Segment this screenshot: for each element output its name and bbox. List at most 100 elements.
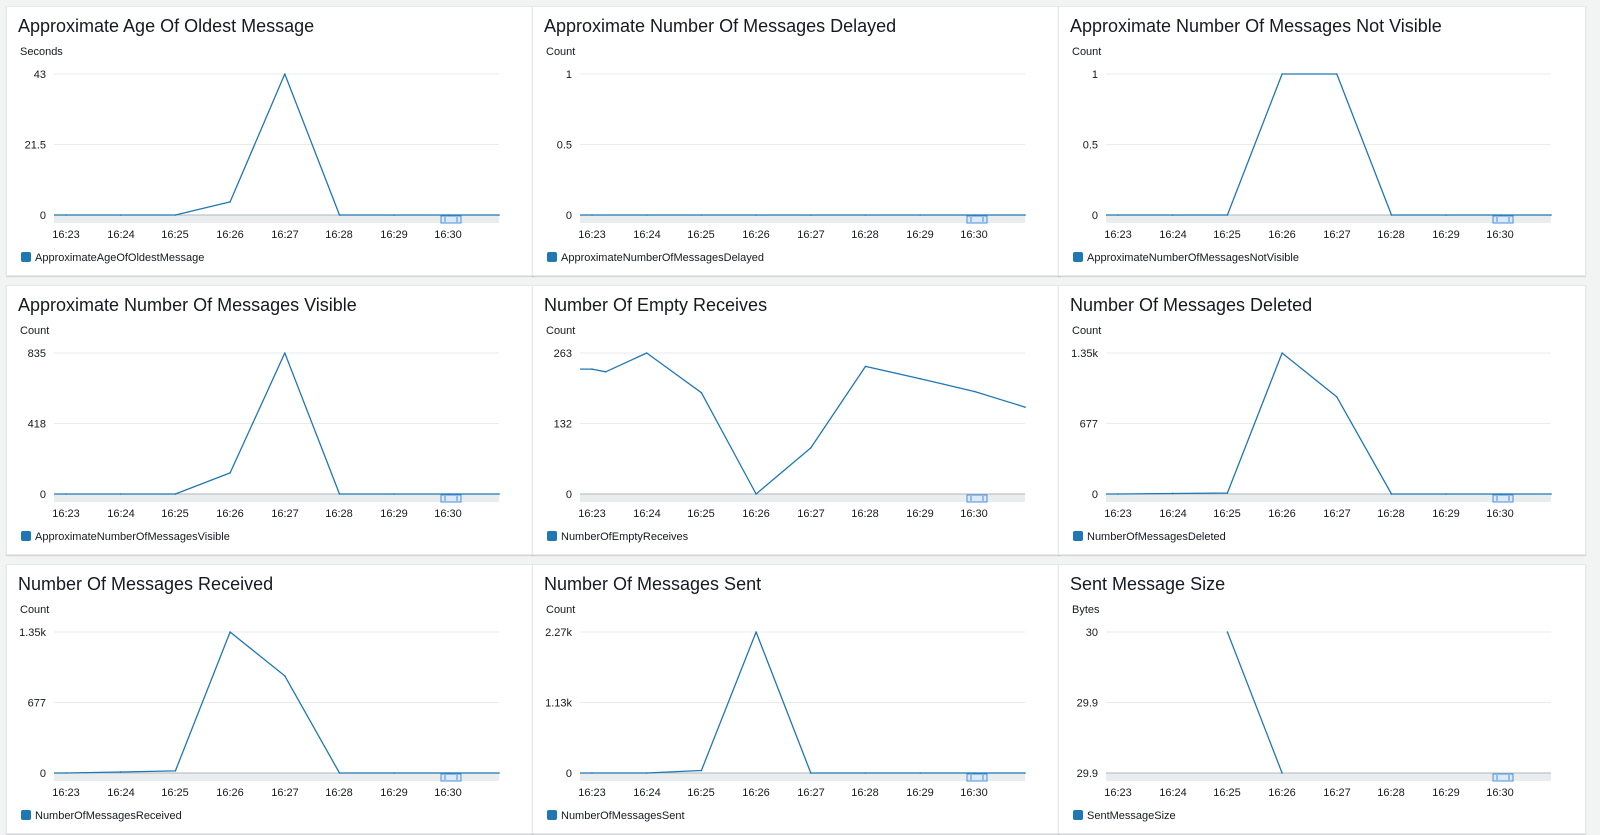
data-point	[1281, 772, 1283, 774]
data-point	[1445, 214, 1447, 216]
data-point	[498, 214, 500, 216]
widget-number-of-messages-sent[interactable]: Number Of Messages Sent Count 0 1.13k 2.27k 1…	[532, 564, 1060, 834]
widget-title: Number Of Empty Receives	[544, 295, 768, 315]
zoom-handle-icon[interactable]	[1492, 773, 1514, 782]
data-point	[498, 772, 500, 774]
x-tick-label: 16:24	[107, 787, 135, 799]
x-tick-label: 16:24	[633, 787, 661, 799]
x-tick-label: 16:25	[161, 229, 189, 241]
x-tick-label: 16:23	[1104, 787, 1132, 799]
y-tick-label: 677	[1080, 419, 1098, 431]
x-tick-label: 16:25	[687, 787, 715, 799]
x-tick-label: 16:23	[1104, 229, 1132, 241]
zoom-handle-icon[interactable]	[1492, 494, 1514, 503]
zoom-handle-icon[interactable]	[966, 215, 988, 224]
zoom-handle-icon[interactable]	[966, 773, 988, 782]
widget-approximate-age-of-oldest-message[interactable]: Approximate Age Of Oldest Message Seconds…	[6, 6, 534, 276]
widget-approximate-number-of-messages-visible[interactable]: Approximate Number Of Messages Visible Co…	[6, 285, 534, 555]
data-point	[1117, 493, 1119, 495]
widget-title: Approximate Age Of Oldest Message	[18, 16, 315, 36]
widget-approximate-number-of-messages-not-visible[interactable]: Approximate Number Of Messages Not Visib…	[1058, 6, 1586, 276]
x-axis-band	[580, 494, 1025, 502]
data-point	[1390, 493, 1393, 495]
x-axis-band	[1106, 773, 1551, 781]
data-point	[65, 493, 67, 495]
x-tick-label: 16:25	[687, 508, 715, 520]
legend-item[interactable]: NumberOfMessagesDeleted	[1073, 531, 1226, 544]
zoom-handle-icon[interactable]	[440, 494, 462, 503]
y-tick-label: 0	[566, 210, 572, 222]
x-tick-label: 16:28	[1377, 508, 1405, 520]
legend-item[interactable]: NumberOfMessagesSent	[547, 810, 685, 823]
y-tick-label: 30	[1086, 627, 1098, 639]
x-tick-label: 16:26	[1268, 229, 1296, 241]
data-point	[1281, 73, 1283, 75]
legend-label: SentMessageSize	[1087, 810, 1176, 822]
data-point	[229, 201, 231, 203]
data-point	[229, 631, 231, 633]
widget-number-of-messages-received[interactable]: Number Of Messages Received Count 0 677 1.35…	[6, 564, 534, 834]
x-tick-label: 16:23	[52, 508, 80, 520]
legend-item[interactable]: SentMessageSize	[1073, 810, 1176, 823]
y-axis-unit-label: Count	[1072, 46, 1101, 58]
legend-item[interactable]: NumberOfMessagesReceived	[21, 810, 182, 823]
legend-item[interactable]: ApproximateAgeOfOldestMessage	[21, 252, 204, 265]
x-tick-label: 16:27	[1323, 229, 1351, 241]
widget-sent-message-size[interactable]: Sent Message Size Bytes 29.9 29.9 30 16:23 16:…	[1058, 564, 1586, 834]
y-tick-label: 0.5	[1083, 140, 1098, 152]
x-tick-label: 16:30	[1486, 229, 1514, 241]
series-line-sentmessagesize	[1226, 631, 1283, 774]
data-point	[174, 770, 177, 772]
data-point	[591, 368, 593, 370]
y-tick-label: 0	[40, 768, 46, 780]
legend-swatch	[547, 531, 557, 541]
x-tick-label: 16:27	[271, 508, 299, 520]
legend-item[interactable]: ApproximateNumberOfMessagesDelayed	[547, 252, 764, 265]
x-tick-label: 16:30	[1486, 787, 1514, 799]
zoom-handle-icon[interactable]	[1492, 215, 1514, 224]
widget-number-of-messages-deleted[interactable]: Number Of Messages Deleted Count 0 677 1.35k…	[1058, 285, 1586, 555]
data-point	[645, 352, 648, 354]
line-chart: Count 0 132 263 16:23 16:24 16:25 16:26 16:27 16:…	[546, 325, 1026, 520]
legend-item[interactable]: ApproximateNumberOfMessagesNotVisible	[1073, 252, 1299, 265]
data-point	[393, 772, 396, 774]
zoom-handle-icon[interactable]	[440, 215, 462, 224]
x-tick-label: 16:28	[1377, 787, 1405, 799]
x-tick-label: 16:29	[380, 508, 408, 520]
x-tick-label: 16:25	[687, 229, 715, 241]
x-tick-label: 16:30	[960, 787, 988, 799]
x-tick-label: 16:26	[1268, 508, 1296, 520]
data-point	[393, 493, 396, 495]
x-tick-label: 16:30	[434, 508, 462, 520]
widget-number-of-empty-receives[interactable]: Number Of Empty Receives Count 0 132 263 16:2…	[532, 285, 1060, 555]
data-point	[1226, 214, 1229, 216]
y-axis-unit-label: Count	[1072, 325, 1101, 337]
y-tick-label: 0	[1092, 489, 1098, 501]
x-tick-label: 16:25	[1213, 508, 1241, 520]
zoom-handle-icon[interactable]	[966, 494, 988, 503]
x-tick-label: 16:29	[380, 229, 408, 241]
widget-title: Number Of Messages Received	[18, 574, 274, 594]
y-tick-label: 0	[566, 768, 572, 780]
data-point	[1226, 492, 1229, 494]
data-point	[755, 214, 757, 216]
y-tick-label: 21.5	[25, 140, 46, 152]
line-chart: Seconds 0 21.5 43 16:23 16:24 16:25 16:26 16:27 1…	[20, 46, 500, 241]
x-tick-label: 16:24	[1159, 787, 1187, 799]
x-axis-band	[54, 494, 499, 502]
x-tick-label: 16:25	[161, 508, 189, 520]
legend-swatch	[21, 531, 31, 541]
data-point	[1024, 772, 1026, 774]
data-point	[393, 214, 396, 216]
widget-approximate-number-of-messages-delayed[interactable]: Approximate Number Of Messages Delayed Co…	[532, 6, 1060, 276]
y-tick-label: 0	[566, 489, 572, 501]
x-tick-label: 16:28	[851, 508, 879, 520]
data-point	[591, 214, 593, 216]
x-tick-label: 16:23	[578, 787, 606, 799]
series-line-approximateageofoldestmessage	[54, 73, 499, 216]
legend-item[interactable]: ApproximateNumberOfMessagesVisible	[21, 531, 230, 544]
data-point	[1500, 214, 1502, 216]
widget-title: Approximate Number Of Messages Delayed	[544, 16, 897, 36]
zoom-handle-icon[interactable]	[440, 773, 462, 782]
legend-item[interactable]: NumberOfEmptyReceives	[547, 531, 688, 544]
